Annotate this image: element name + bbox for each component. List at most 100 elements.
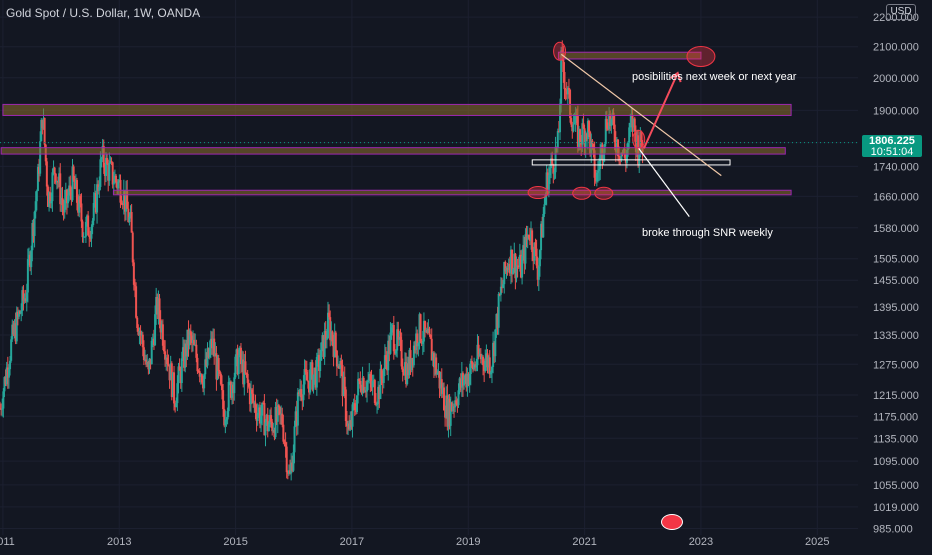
candle-body <box>384 355 387 360</box>
candle-body <box>450 402 453 412</box>
candle-body <box>53 167 56 174</box>
candle-body <box>272 430 275 432</box>
candle-body <box>480 356 483 360</box>
candle-body <box>609 114 612 126</box>
candle-body <box>547 175 550 194</box>
candle-body <box>564 89 567 91</box>
candle-body <box>112 182 115 185</box>
candle-body <box>389 332 392 354</box>
time-tick-label: 2015 <box>223 536 247 548</box>
candle-body <box>323 331 326 357</box>
candle-body <box>213 338 216 357</box>
candle-body <box>2 391 5 409</box>
candle-body <box>508 263 511 274</box>
candle-body <box>635 135 638 152</box>
candle-body <box>324 331 327 340</box>
candle-body <box>24 298 27 302</box>
candle-body <box>73 179 76 189</box>
currency-badge[interactable]: USD <box>886 4 916 20</box>
candle-body <box>315 356 318 388</box>
candle-body <box>392 325 395 352</box>
candle-body <box>581 123 584 145</box>
candle-body <box>10 339 13 361</box>
candle-body <box>243 361 246 385</box>
candle-body <box>15 311 18 342</box>
candle-body <box>525 234 528 240</box>
candle-body <box>154 314 157 346</box>
candle-body <box>379 368 382 400</box>
candle-body <box>210 338 213 349</box>
candle-body <box>619 156 622 160</box>
candle-body <box>460 373 463 388</box>
candle-body <box>490 367 493 373</box>
time-axis[interactable]: 2011 2013 2015 2017 2019 2021 2023 2025 <box>0 536 830 548</box>
candle-body <box>108 162 111 181</box>
candle-body <box>234 356 237 378</box>
candle-body <box>225 419 228 421</box>
price-axis[interactable]: 2200.0002100.0002000.0001900.0001820.000… <box>858 0 932 550</box>
candle-body <box>447 398 450 427</box>
candle-body <box>319 360 322 371</box>
candle-body <box>228 381 231 383</box>
candle-body <box>602 152 605 160</box>
candle-body <box>74 180 77 189</box>
candle-body <box>102 145 105 168</box>
candle-body <box>279 407 282 415</box>
price-tick-label: 1505.000 <box>873 254 919 266</box>
candle-body <box>524 234 527 264</box>
candle-body <box>632 118 635 128</box>
candle-body <box>239 347 242 365</box>
candle-body <box>262 402 265 404</box>
candle-body <box>41 119 44 129</box>
candle-body <box>589 131 592 154</box>
candle-body <box>126 190 129 209</box>
candle-body <box>569 89 572 119</box>
candle-body <box>224 419 227 426</box>
support-zone-1670 <box>112 189 792 196</box>
candle-body <box>91 220 94 227</box>
candle-body <box>107 163 110 181</box>
candle-body <box>329 317 332 341</box>
candle-body <box>313 367 316 375</box>
candle-body <box>563 71 566 90</box>
candle-body <box>187 329 190 346</box>
candle-body <box>339 360 342 369</box>
candle-body <box>596 170 599 173</box>
candle-body <box>125 190 128 212</box>
candle-body <box>628 127 631 143</box>
candle-body <box>426 329 429 334</box>
candle-body <box>627 142 630 150</box>
candle-body <box>238 347 241 356</box>
candle-body <box>81 221 84 238</box>
price-tick-label: 1095.000 <box>873 456 919 468</box>
candle-body <box>104 157 107 176</box>
candle-body <box>64 189 67 201</box>
candle-body <box>16 311 19 317</box>
candle-body <box>398 337 401 340</box>
last-price-value: 1806.225 <box>869 135 915 147</box>
candle-body <box>99 159 102 187</box>
tradingview-logo-icon[interactable] <box>661 514 683 530</box>
highlight-ellipse <box>594 186 614 200</box>
candle-body <box>293 426 296 453</box>
candle-body <box>147 361 150 370</box>
candle-body <box>501 286 504 289</box>
symbol-title[interactable]: Gold Spot / U.S. Dollar, 1W, OANDA <box>6 6 201 20</box>
candle-body <box>341 365 344 397</box>
candle-body <box>388 340 391 354</box>
candle-body <box>247 382 250 387</box>
candle-body <box>121 203 124 205</box>
candle-body <box>514 253 517 279</box>
candle-body <box>522 245 525 256</box>
candle-body <box>117 181 120 189</box>
candle-body <box>418 314 421 344</box>
trendline <box>560 53 722 177</box>
candle-body <box>438 371 441 389</box>
candle-body <box>59 173 62 205</box>
resistance-zone-1780 <box>0 147 786 155</box>
candle-body <box>521 255 524 278</box>
candle-body <box>49 192 52 204</box>
candle-body <box>138 331 141 335</box>
